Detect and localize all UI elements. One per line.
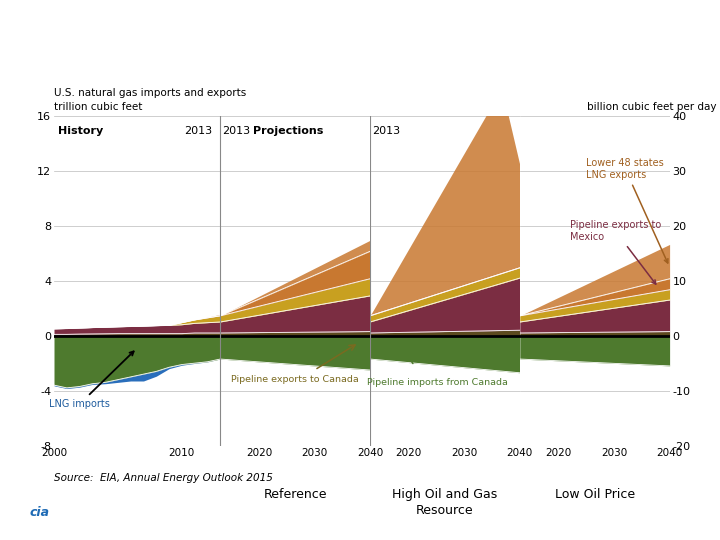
Text: Source:  EIA, Annual Energy Outlook 2015: Source: EIA, Annual Energy Outlook 2015 [54,473,273,483]
Text: 22: 22 [686,507,703,519]
Text: Pipeline imports from Canada: Pipeline imports from Canada [367,379,508,387]
Text: Alaska LNG exports: Alaska LNG exports [0,539,1,540]
Text: Projected U.S. natural gas exports reflect the spread between domestic: Projected U.S. natural gas exports refle… [13,21,665,36]
Text: Reference: Reference [264,488,327,501]
Text: History: History [58,126,103,136]
Text: U.S. natural gas imports and exports: U.S. natural gas imports and exports [54,88,246,98]
Circle shape [0,492,313,534]
Text: Lower oil prices and the energy outlook: Lower oil prices and the energy outlook [83,501,289,511]
Text: LNG imports: LNG imports [49,352,134,409]
Text: Pipeline exports to
Mexico: Pipeline exports to Mexico [570,220,661,284]
Text: natural gas prices and world energy prices: natural gas prices and world energy pric… [13,63,402,78]
Text: Pipeline exports to Canada: Pipeline exports to Canada [231,375,359,384]
Text: 2013: 2013 [222,126,250,136]
Text: Low Oil Price: Low Oil Price [554,488,635,501]
Text: High Oil and Gas
Resource: High Oil and Gas Resource [392,488,498,517]
Text: 2013: 2013 [184,126,212,136]
Text: billion cubic feet per day: billion cubic feet per day [587,102,716,112]
Text: 2013: 2013 [372,126,400,136]
Text: May 2015: May 2015 [83,521,134,531]
Text: Lower 48 states
LNG exports: Lower 48 states LNG exports [586,158,668,263]
Text: cia: cia [30,507,50,519]
Text: Projections: Projections [253,126,324,136]
Text: trillion cubic feet: trillion cubic feet [54,102,143,112]
